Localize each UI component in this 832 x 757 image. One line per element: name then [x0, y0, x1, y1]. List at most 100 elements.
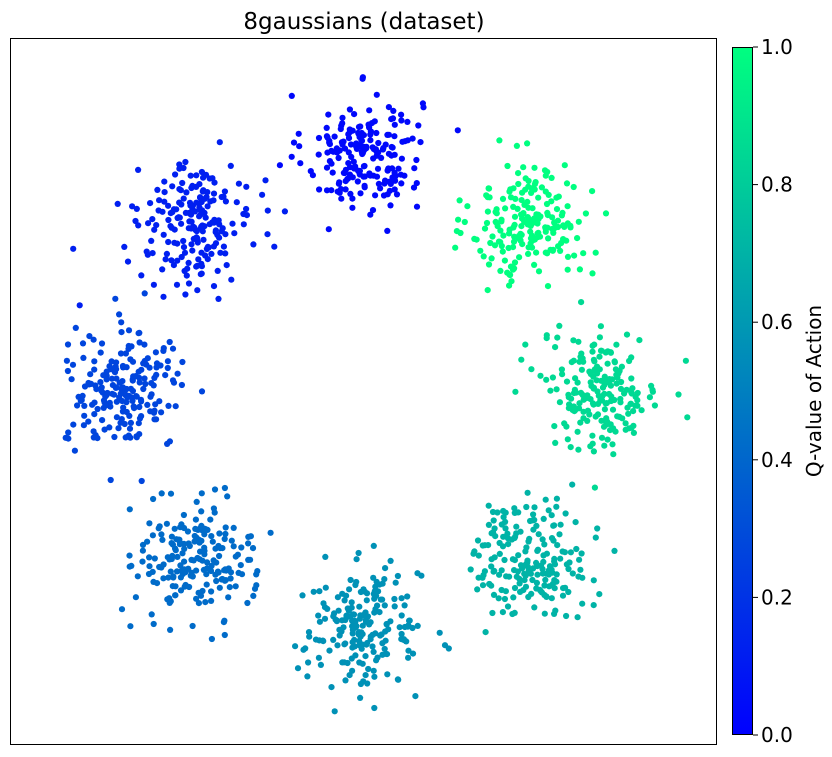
data-point: [356, 171, 363, 178]
data-point: [501, 595, 508, 603]
data-point: [510, 238, 518, 245]
data-point: [548, 595, 555, 602]
data-point: [200, 236, 207, 243]
data-point: [159, 266, 166, 273]
data-point: [326, 647, 333, 654]
data-point: [362, 672, 369, 679]
data-point: [113, 398, 120, 405]
data-point: [596, 591, 603, 598]
data-point: [151, 407, 158, 414]
data-point: [237, 562, 244, 569]
data-point: [180, 524, 188, 532]
data-point: [323, 164, 331, 171]
data-point: [229, 220, 236, 227]
data-point: [646, 394, 654, 401]
data-point: [197, 194, 204, 201]
data-point: [531, 261, 538, 268]
data-point: [497, 227, 504, 234]
data-point: [247, 556, 254, 563]
data-point: [230, 524, 237, 532]
data-point: [346, 106, 353, 113]
data-point: [342, 640, 349, 647]
data-point: [441, 642, 449, 649]
data-point: [101, 426, 108, 433]
data-point: [530, 565, 537, 572]
data-point: [556, 531, 563, 538]
data-point: [315, 612, 322, 619]
data-point: [579, 600, 586, 607]
data-point: [502, 518, 509, 526]
data-point: [511, 259, 519, 266]
data-point: [413, 156, 420, 164]
plot-frame: [10, 38, 717, 745]
data-point: [563, 237, 570, 244]
data-point: [563, 612, 570, 620]
data-point: [300, 646, 307, 653]
data-point: [589, 188, 596, 195]
data-point: [166, 338, 173, 346]
data-point: [165, 238, 172, 246]
data-point: [297, 160, 304, 167]
data-point: [183, 272, 190, 279]
data-point: [409, 624, 416, 632]
data-point: [404, 118, 411, 125]
data-point: [385, 104, 392, 111]
data-point: [495, 595, 502, 602]
data-point: [362, 653, 369, 660]
data-point: [504, 269, 511, 276]
data-point: [81, 402, 88, 409]
data-point: [551, 224, 559, 231]
data-point: [136, 403, 143, 411]
data-point: [90, 428, 97, 435]
data-point: [170, 379, 178, 386]
data-point: [182, 291, 189, 298]
data-point: [378, 631, 385, 638]
data-point: [99, 417, 106, 424]
data-point: [208, 533, 215, 540]
data-point: [452, 244, 459, 251]
data-point: [276, 162, 283, 169]
data-point: [174, 240, 181, 247]
data-point: [562, 510, 569, 517]
data-point: [228, 537, 235, 544]
data-point: [485, 521, 492, 529]
data-point: [385, 131, 392, 138]
data-point: [556, 399, 564, 406]
data-point: [179, 358, 186, 366]
data-point: [598, 417, 605, 424]
data-point: [160, 347, 167, 354]
data-point: [154, 186, 161, 193]
data-point: [349, 195, 356, 202]
data-point: [208, 597, 215, 605]
data-point: [228, 276, 235, 283]
data-point: [623, 386, 630, 393]
data-point: [140, 360, 147, 367]
data-point: [556, 322, 563, 329]
data-point: [348, 153, 355, 160]
data-point: [401, 138, 409, 145]
data-point: [198, 490, 205, 497]
data-point: [372, 606, 379, 613]
data-point: [389, 115, 397, 122]
data-point: [347, 190, 354, 197]
data-point: [561, 549, 569, 556]
data-point: [632, 393, 639, 400]
data-point: [361, 162, 368, 170]
data-point: [357, 694, 364, 702]
data-point: [338, 195, 345, 202]
data-point: [367, 137, 374, 144]
data-point: [156, 563, 163, 571]
data-point: [323, 187, 331, 194]
data-point: [196, 539, 203, 546]
data-point: [364, 613, 371, 620]
data-point: [563, 423, 570, 430]
data-point: [200, 566, 207, 574]
data-point: [149, 532, 156, 539]
data-point: [170, 262, 177, 269]
data-point: [603, 415, 610, 422]
data-point: [349, 174, 356, 181]
data-point: [490, 517, 497, 524]
data-point: [578, 299, 585, 306]
data-point: [233, 199, 240, 206]
